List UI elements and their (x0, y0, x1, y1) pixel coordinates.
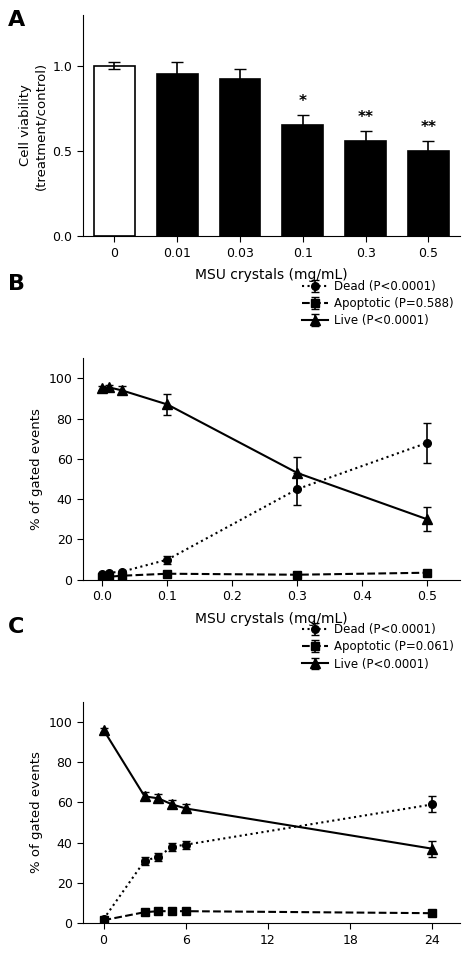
Bar (408, 151, 449, 236)
X-axis label: MSU crystals (mg/mL): MSU crystals (mg/mL) (195, 268, 347, 282)
Text: *: * (299, 94, 307, 109)
Legend: Dead (P<0.0001), Apoptotic (P=0.061), Live (P<0.0001): Dead (P<0.0001), Apoptotic (P=0.061), Li… (302, 623, 454, 670)
Bar (345, 141, 386, 236)
Text: A: A (8, 10, 25, 30)
Y-axis label: % of gated events: % of gated events (30, 751, 43, 873)
Text: C: C (8, 617, 24, 637)
Y-axis label: Cell viability
(treatment/control): Cell viability (treatment/control) (19, 62, 47, 190)
Y-axis label: % of gated events: % of gated events (30, 408, 43, 530)
Bar (157, 74, 198, 236)
Text: **: ** (357, 109, 374, 125)
Text: **: ** (420, 120, 437, 135)
Bar (219, 79, 260, 236)
X-axis label: MSU crystals (mg/mL): MSU crystals (mg/mL) (195, 612, 347, 625)
Bar (283, 125, 323, 236)
Legend: Dead (P<0.0001), Apoptotic (P=0.588), Live (P<0.0001): Dead (P<0.0001), Apoptotic (P=0.588), Li… (302, 279, 454, 327)
Bar (94, 65, 135, 236)
Text: B: B (8, 274, 25, 294)
